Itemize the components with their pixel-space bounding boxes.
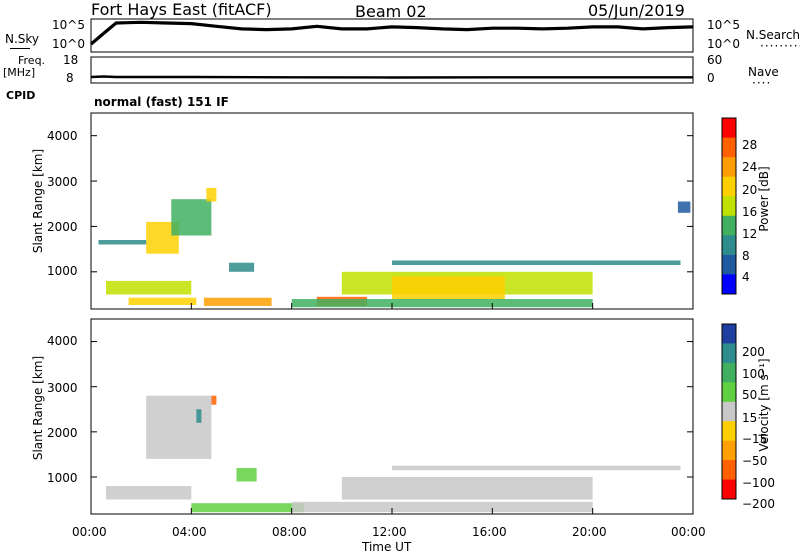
power-data-patch xyxy=(128,297,197,305)
velocity-data-patch xyxy=(106,486,192,500)
nsky-series-line xyxy=(89,20,694,46)
velocity-data-patch xyxy=(191,503,305,513)
velocity-colorbar-segment xyxy=(722,324,736,344)
freq-series-line xyxy=(90,75,693,79)
freq-panel-frame xyxy=(90,56,694,84)
power-colorbar-segment xyxy=(722,157,736,178)
nsky-tick-top: 10^5 xyxy=(52,18,85,32)
freq-label: Freq. xyxy=(18,54,46,67)
power-data-patch xyxy=(98,240,147,245)
velocity-colorbar-segment xyxy=(722,382,736,403)
power-ytick: 4000 xyxy=(47,129,78,143)
nsearch-legend-dots: ········· xyxy=(760,39,800,53)
xtick: 00:00 xyxy=(72,525,107,539)
velocity-cbar-tick: 100 xyxy=(742,367,765,381)
power-data-patch xyxy=(171,199,212,236)
velocity-data-patch xyxy=(341,477,593,500)
power-data-patch xyxy=(291,299,593,308)
xtick: 16:00 xyxy=(472,525,507,539)
power-data-patch xyxy=(392,260,681,265)
cpid-value: normal (fast) 151 IF xyxy=(94,95,229,109)
power-cbar-tick: 28 xyxy=(742,138,758,152)
station-title: Fort Hays East (fitACF) xyxy=(91,0,272,19)
nave-legend-dots: ···· xyxy=(752,76,772,90)
power-data-patch xyxy=(206,187,217,202)
power-data-patch xyxy=(229,262,255,272)
xtick: 00:00 xyxy=(671,525,706,539)
velocity-ytick: 2000 xyxy=(47,426,78,440)
velocity-cbar-tick: −50 xyxy=(742,454,768,468)
velocity-cbar-tick: −15 xyxy=(742,432,768,446)
velocity-ytick: 1000 xyxy=(47,471,78,485)
velocity-colorbar-segment xyxy=(722,401,736,422)
power-cbar-tick: 12 xyxy=(742,227,758,241)
velocity-data-patch xyxy=(211,395,217,405)
power-colorbar-segment xyxy=(722,235,736,256)
power-data-patch xyxy=(392,276,505,299)
velocity-colorbar-segment xyxy=(722,460,736,480)
power-colorbar-segment xyxy=(722,176,736,197)
velocity-cbar-tick: −200 xyxy=(742,497,775,511)
velocity-data-patch xyxy=(196,409,202,423)
velocity-colorbar-segment xyxy=(722,440,736,461)
power-ytick: 1000 xyxy=(47,264,78,278)
nsky-tick-bottom: 10^0 xyxy=(52,37,85,51)
xlabel: Time UT xyxy=(362,540,412,554)
velocity-colorbar-segment xyxy=(722,343,736,364)
nsky-legend-line xyxy=(10,48,30,49)
velocity-ytick: 4000 xyxy=(47,334,78,348)
power-data-patch xyxy=(677,201,691,213)
nsearch-tick-bottom: 10^0 xyxy=(707,37,740,51)
velocity-cbar-tick: 200 xyxy=(742,345,765,359)
freq-tick-bottom: 8 xyxy=(66,71,74,85)
velocity-data-patch xyxy=(291,501,593,513)
nave-tick-top: 60 xyxy=(707,53,723,67)
power-cbar-tick: 16 xyxy=(742,205,758,219)
freq-unit: [MHz] xyxy=(3,66,36,79)
power-colorbar-segment xyxy=(722,274,736,295)
velocity-colorbar-segment xyxy=(722,421,736,442)
power-cbar-tick: 8 xyxy=(742,249,750,263)
xtick: 20:00 xyxy=(572,525,607,539)
velocity-colorbar-frame xyxy=(721,323,737,500)
velocity-data-patch xyxy=(236,468,257,482)
nave-tick-bottom: 0 xyxy=(707,71,715,85)
power-cbar-tick: 20 xyxy=(742,183,758,197)
nsky-label: N.Sky xyxy=(5,32,40,46)
date-label: 05/Jun/2019 xyxy=(588,1,685,20)
velocity-cbar-tick: −100 xyxy=(742,476,775,490)
power-colorbar-frame xyxy=(721,117,737,295)
velocity-cbar-tick: 15 xyxy=(742,411,758,425)
power-colorbar-segment xyxy=(722,137,736,158)
velocity-colorbar-segment xyxy=(722,362,736,383)
power-colorbar-segment xyxy=(722,215,736,236)
velocity-colorbar-segment xyxy=(722,479,736,500)
power-cbar-tick: 4 xyxy=(742,270,750,284)
nsearch-tick-top: 10^5 xyxy=(707,18,740,32)
xtick: 08:00 xyxy=(272,525,307,539)
xtick: 04:00 xyxy=(172,525,207,539)
velocity-data-patch xyxy=(146,395,212,459)
power-data-patch xyxy=(203,297,272,306)
power-ytick: 2000 xyxy=(47,220,78,234)
power-cbar-tick: 24 xyxy=(742,160,758,174)
nsearch-label: N.Search xyxy=(746,28,800,42)
velocity-ytick: 3000 xyxy=(47,381,78,395)
power-colorbar-segment xyxy=(722,254,736,275)
power-colorbar-segment xyxy=(722,118,736,139)
velocity-cbar-tick: 50 xyxy=(742,388,758,402)
xtick: 12:00 xyxy=(372,525,407,539)
power-ytick: 3000 xyxy=(47,175,78,189)
freq-tick-top: 18 xyxy=(63,53,79,67)
power-colorbar-segment xyxy=(722,196,736,217)
cpid-label: CPID xyxy=(6,89,36,102)
power-data-patch xyxy=(106,280,192,295)
nsky-panel-frame xyxy=(90,18,694,53)
velocity-data-patch xyxy=(392,465,681,471)
beam-label: Beam 02 xyxy=(355,2,427,21)
nave-label: Nave xyxy=(748,65,779,79)
